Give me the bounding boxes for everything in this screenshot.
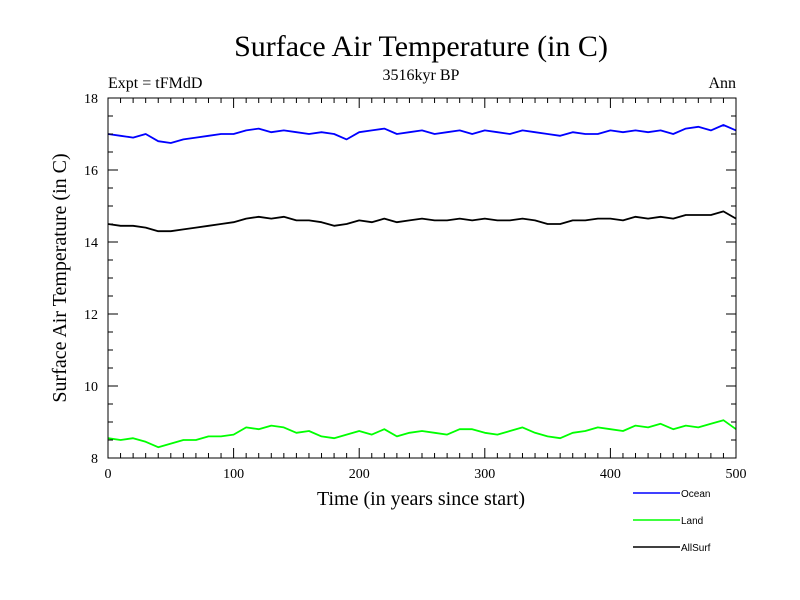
y-axis-label: Surface Air Temperature (in C) bbox=[49, 153, 71, 402]
x-axis-label: Time (in years since start) bbox=[317, 488, 525, 510]
experiment-label: Expt = tFMdD bbox=[108, 75, 202, 92]
series-line-ocean bbox=[107, 124, 737, 144]
y-tick-label: 12 bbox=[84, 308, 98, 323]
season-label: Ann bbox=[708, 75, 736, 92]
plot-frame bbox=[107, 97, 737, 459]
x-tick-label: 0 bbox=[105, 467, 112, 482]
series-line-land bbox=[107, 419, 737, 449]
x-tick-label: 300 bbox=[474, 467, 495, 482]
x-tick-label: 200 bbox=[349, 467, 370, 482]
series-line-allsurf bbox=[107, 210, 737, 233]
legend-label-land: Land bbox=[681, 516, 703, 527]
y-tick-label: 16 bbox=[84, 164, 98, 179]
legend: Ocean Land AllSurf bbox=[633, 489, 711, 554]
y-tick-label: 10 bbox=[84, 380, 98, 395]
x-tick-label: 500 bbox=[726, 467, 747, 482]
x-tick-label: 100 bbox=[223, 467, 244, 482]
series-layer bbox=[107, 124, 737, 449]
chart-title: Surface Air Temperature (in C) bbox=[234, 30, 608, 63]
y-tick-label: 18 bbox=[84, 92, 98, 107]
chart-subtitle: 3516kyr BP bbox=[383, 67, 460, 84]
axes-layer bbox=[107, 97, 737, 459]
y-tick-label: 8 bbox=[91, 452, 98, 467]
y-tick-label: 14 bbox=[84, 236, 98, 251]
legend-label-allsurf: AllSurf bbox=[681, 543, 711, 554]
x-tick-label: 400 bbox=[600, 467, 621, 482]
ticks-layer: 0 100 200 300 400 500 8 10 12 14 16 18 bbox=[84, 92, 747, 482]
legend-label-ocean: Ocean bbox=[681, 489, 710, 500]
